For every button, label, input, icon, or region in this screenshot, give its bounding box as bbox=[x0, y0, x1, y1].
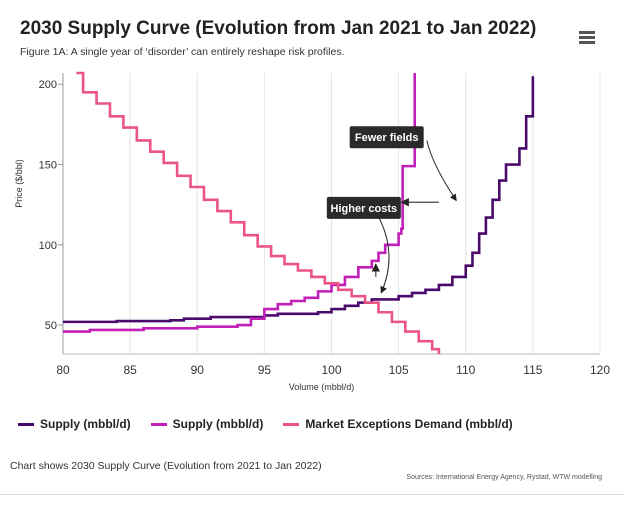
chart-legend: Supply (mbbl/d) Supply (mbbl/d) Market Exc… bbox=[18, 417, 533, 431]
annotation-connector bbox=[426, 140, 457, 202]
legend-swatch bbox=[283, 422, 300, 426]
chart-sources: Sources: International Energy Agency, Ry… bbox=[406, 474, 602, 481]
x-tick-label: 95 bbox=[258, 363, 272, 377]
x-tick-label: 80 bbox=[56, 363, 70, 377]
x-tick-label: 100 bbox=[321, 363, 341, 377]
y-tick-label: 150 bbox=[39, 160, 57, 172]
y-tick-label: 100 bbox=[39, 240, 57, 252]
legend-item-3[interactable]: Market Exceptions Demand (mbbl/d) bbox=[283, 417, 513, 431]
series-line-2 bbox=[63, 73, 417, 333]
x-tick-label: 115 bbox=[523, 363, 542, 377]
chart-caption: Chart shows 2030 Supply Curve (Evolution… bbox=[10, 460, 322, 472]
legend-item-2[interactable]: Supply (mbbl/d) bbox=[150, 417, 264, 431]
series-line-1 bbox=[63, 76, 535, 324]
y-axis-label: Price ($/bbl) bbox=[14, 159, 24, 208]
x-axis-label: Volume (mbbl/d) bbox=[289, 382, 355, 392]
annotation-box bbox=[326, 196, 401, 219]
legend-label: Supply (mbbl/d) bbox=[40, 417, 131, 431]
x-tick-label: 105 bbox=[389, 363, 409, 377]
annotation-connector bbox=[376, 214, 390, 294]
legend-item-1[interactable]: Supply (mbbl/d) bbox=[18, 417, 131, 431]
x-tick-label: 90 bbox=[191, 363, 205, 377]
y-tick-label: 200 bbox=[39, 79, 57, 91]
legend-label: Market Exceptions Demand (mbbl/d) bbox=[305, 417, 513, 431]
x-tick-label: 85 bbox=[123, 363, 137, 377]
series-line-3 bbox=[76, 71, 441, 354]
annotation-box bbox=[349, 126, 424, 149]
annotation-label: Fewer fields bbox=[355, 132, 419, 144]
supply-curve-chart: 80 85 90 95 100 105 110 115 120 50 100 150 200 Volume… bbox=[14, 71, 610, 392]
x-tick-label: 120 bbox=[590, 363, 610, 377]
chart-subtitle: Figure 1A: A single year of ‘disorder’ c… bbox=[20, 46, 345, 58]
chart-title: 2030 Supply Curve (Evolution from Jan 20… bbox=[20, 18, 537, 39]
x-tick-label: 110 bbox=[456, 363, 475, 377]
annotation-label: Higher costs bbox=[331, 203, 398, 215]
y-tick-label: 50 bbox=[45, 320, 57, 332]
hamburger-menu-icon[interactable] bbox=[579, 31, 595, 44]
legend-label: Supply (mbbl/d) bbox=[172, 417, 264, 431]
legend-swatch bbox=[150, 422, 167, 426]
divider bbox=[0, 494, 624, 495]
legend-swatch bbox=[18, 422, 34, 426]
